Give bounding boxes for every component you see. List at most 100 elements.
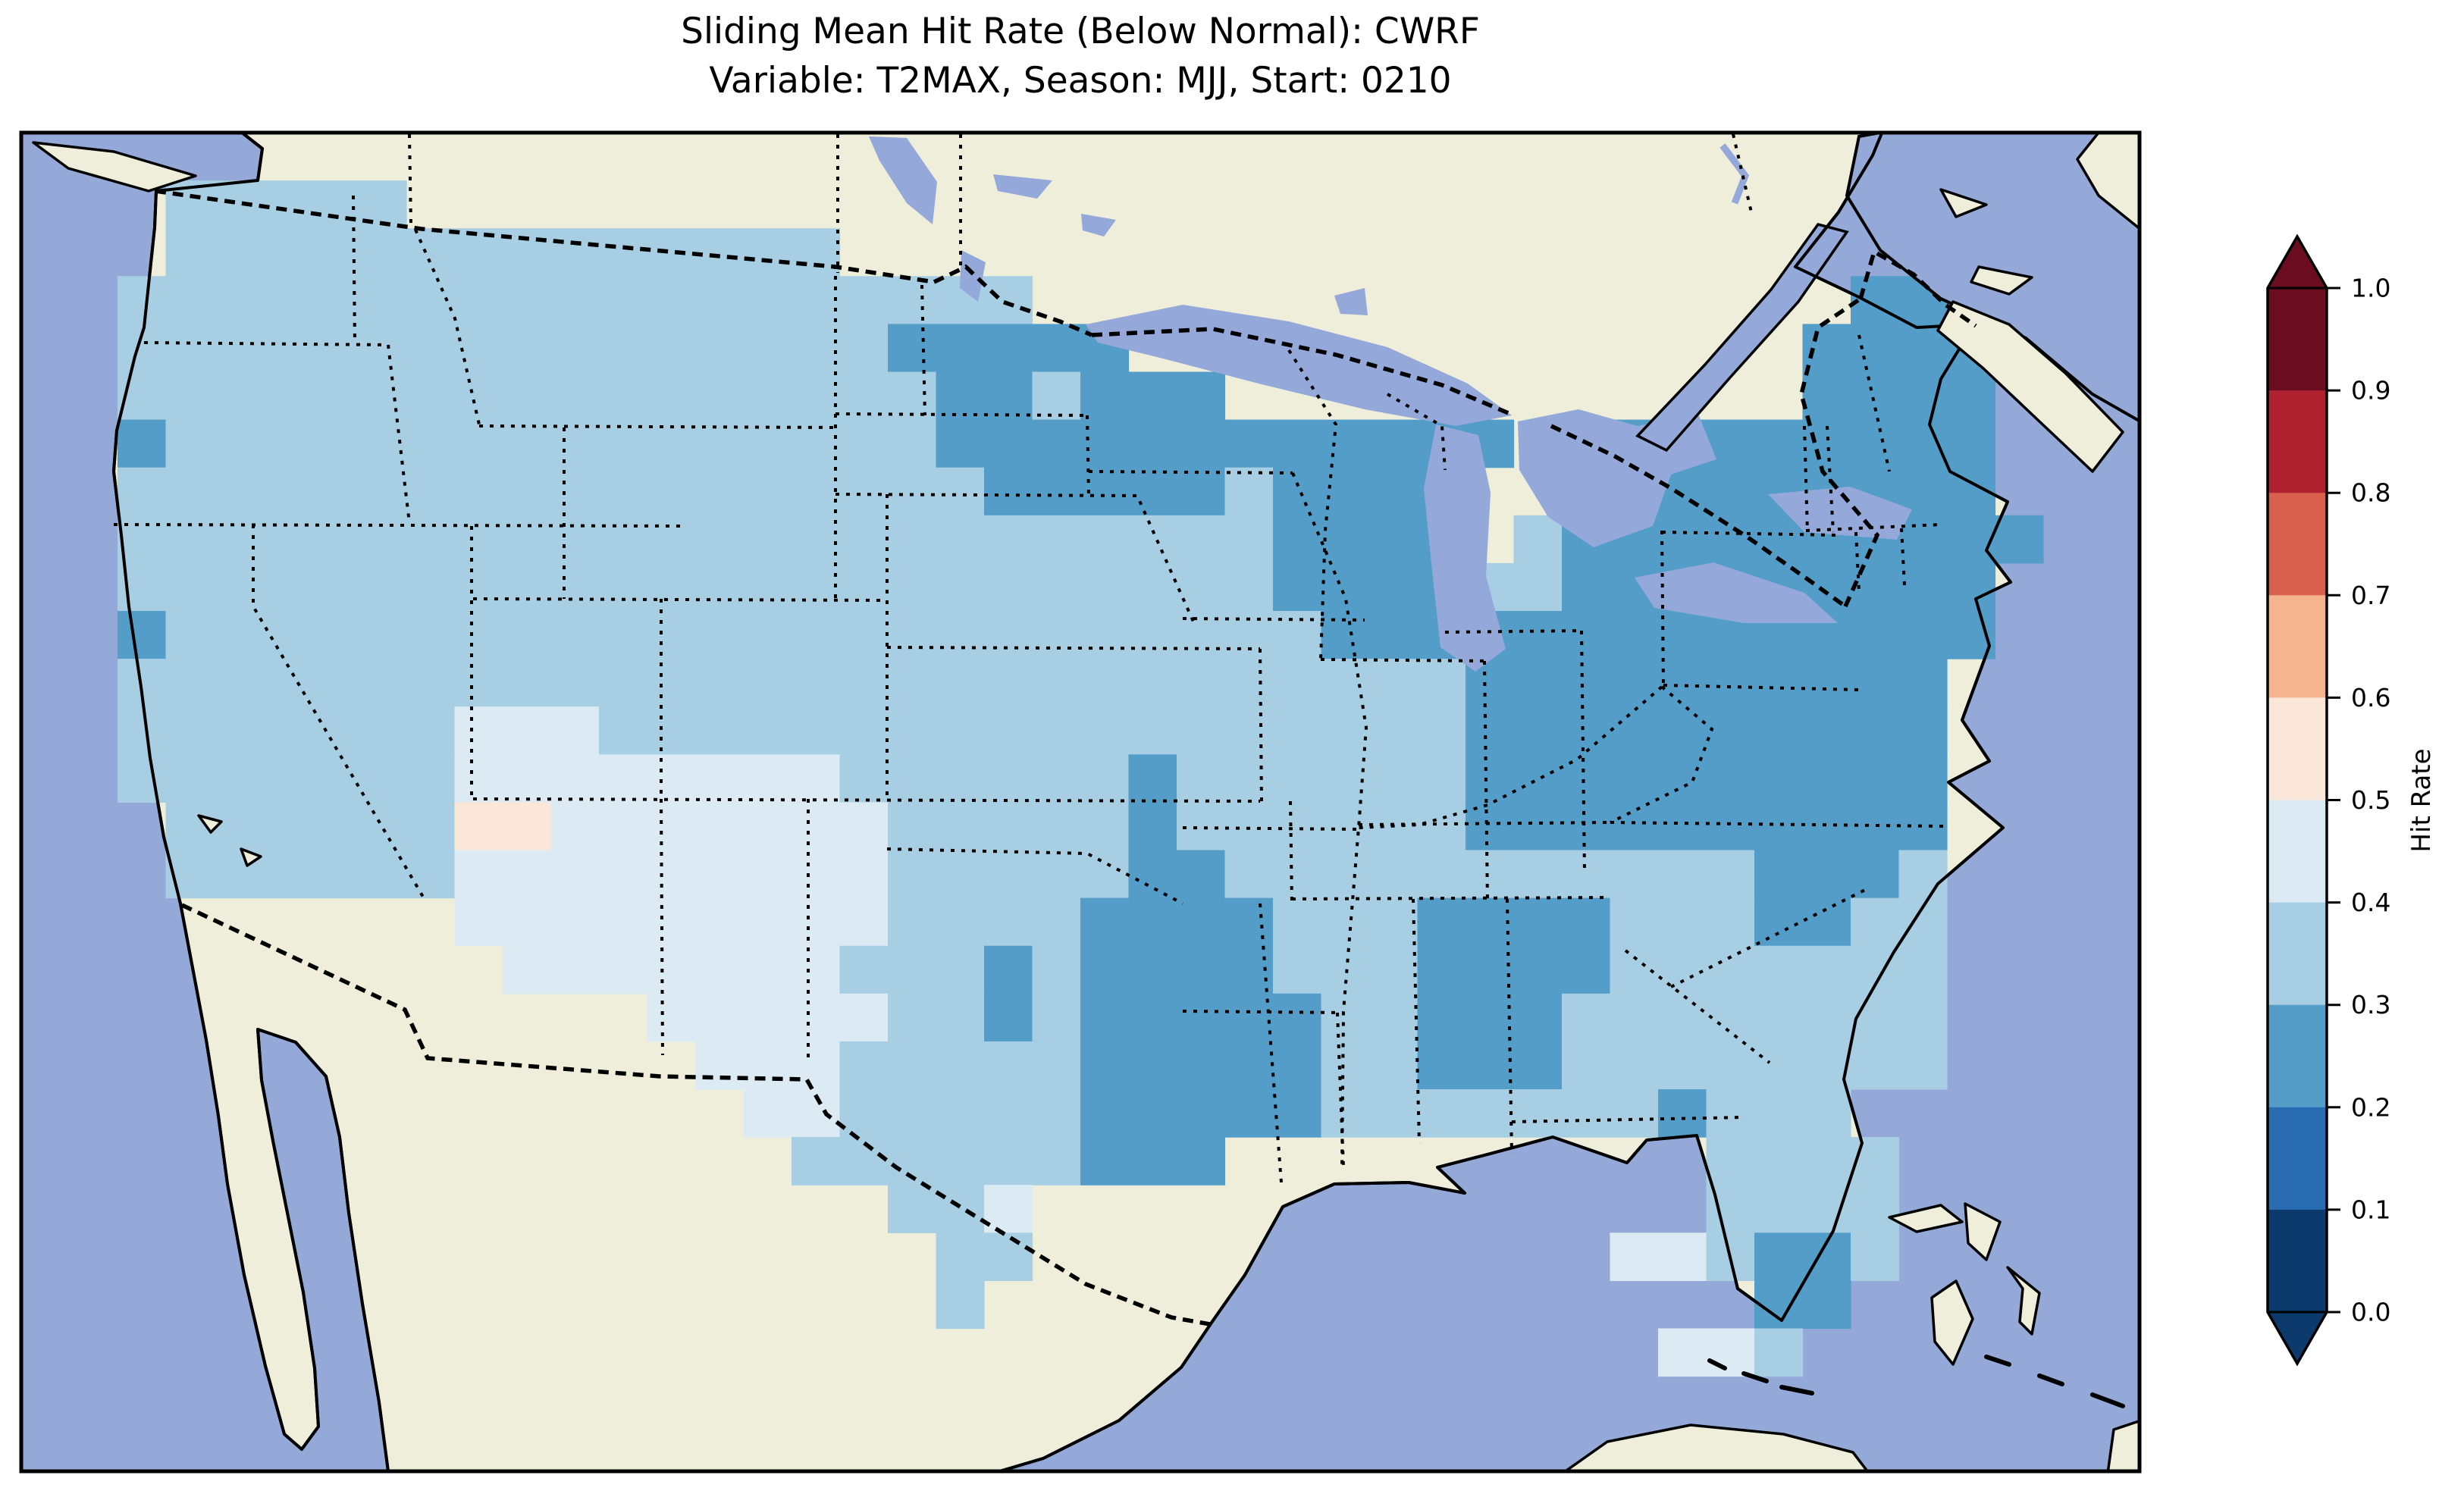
grid-cell bbox=[165, 419, 937, 468]
grid-cell bbox=[647, 993, 889, 1042]
colorbar-segment bbox=[2268, 493, 2327, 596]
us-canada-border bbox=[1799, 296, 1880, 608]
colorbar-segment bbox=[2268, 390, 2327, 493]
grid-cell bbox=[1273, 897, 1419, 947]
bahama-cays bbox=[1984, 1355, 2011, 1367]
grid-cell bbox=[1032, 371, 1081, 421]
grid-cell bbox=[454, 850, 889, 899]
colorbar-segment bbox=[2268, 288, 2327, 391]
quebec-river bbox=[1719, 143, 1750, 205]
country-borders bbox=[155, 189, 1977, 1327]
grid-cell bbox=[1898, 850, 1948, 899]
grid-cell bbox=[1321, 1089, 1659, 1138]
bahama-cays bbox=[2037, 1373, 2064, 1386]
st-lawrence-river bbox=[1635, 223, 1849, 453]
colorbar-segment bbox=[2268, 595, 2327, 698]
colorbar-tick-label: 0.1 bbox=[2351, 1195, 2390, 1224]
grid-cell bbox=[1417, 1041, 1563, 1090]
colorbar-tick-label: 0.7 bbox=[2351, 581, 2390, 610]
colorbar-segment bbox=[2268, 1209, 2327, 1313]
grand-bahama bbox=[1888, 1204, 1964, 1233]
grid-cell bbox=[1177, 802, 1466, 851]
grid-cell bbox=[165, 850, 456, 899]
grid-cell bbox=[454, 897, 889, 947]
grid-cell bbox=[984, 993, 1033, 1042]
colorbar-axis-label: Hit Rate bbox=[2406, 748, 2437, 852]
grid-cell bbox=[1417, 897, 1611, 947]
andros-island bbox=[1930, 1279, 1974, 1366]
colorbar: 1.0 0.9 0.8 0.7 0.6 0.5 0.4 0.3 0.2 0.1 0.0 bbox=[2266, 233, 2390, 1367]
us-canada-border bbox=[1091, 327, 1512, 416]
lake-erie bbox=[1635, 562, 1838, 623]
grid-cell bbox=[839, 1041, 1081, 1090]
grid-cell bbox=[1610, 1232, 1707, 1281]
us-canada-border bbox=[1550, 424, 1847, 609]
florida-keys bbox=[1707, 1358, 1727, 1370]
grid-cell bbox=[550, 802, 889, 851]
grid-cell bbox=[454, 802, 552, 851]
lake-winnipeg bbox=[869, 136, 937, 224]
grid-cell bbox=[118, 324, 889, 373]
abaco-island bbox=[1964, 1202, 2002, 1261]
colorbar-tick-label: 0.2 bbox=[2351, 1092, 2390, 1122]
colorbar-tick-label: 0.6 bbox=[2351, 683, 2390, 713]
grid-cell bbox=[936, 371, 1033, 421]
grid-cell bbox=[1032, 993, 1081, 1042]
grid-cell bbox=[1610, 945, 1948, 994]
grid-cell bbox=[984, 1185, 1033, 1233]
colorbar-segment bbox=[2268, 800, 2327, 904]
nova-scotia bbox=[1936, 300, 2124, 473]
grid-cell bbox=[1080, 1041, 1322, 1090]
colorbar-tick-label: 1.0 bbox=[2351, 274, 2390, 303]
map-area bbox=[21, 133, 2140, 1471]
grid-cell bbox=[1466, 659, 1948, 707]
grid-cell bbox=[1080, 371, 1226, 421]
island-dashes bbox=[1707, 1355, 2125, 1408]
grid-cell bbox=[1802, 371, 1996, 421]
cuba bbox=[1563, 1424, 1870, 1471]
grid-cell bbox=[1080, 1137, 1226, 1185]
grid-cell bbox=[1562, 1041, 1948, 1090]
grid-cell bbox=[1706, 1089, 1851, 1138]
lake-superior bbox=[1086, 305, 1512, 426]
eleuthera-island bbox=[2006, 1266, 2041, 1336]
figure-title: Sliding Mean Hit Rate (Below Normal): CW… bbox=[681, 11, 1480, 52]
grid-cell bbox=[888, 850, 1130, 899]
anticosti-island bbox=[1939, 188, 1988, 218]
grid-cell bbox=[839, 945, 985, 994]
colorbar-segment bbox=[2268, 902, 2327, 1006]
grid-cell bbox=[1851, 1232, 1900, 1281]
grid-cell bbox=[454, 754, 841, 803]
grid-cell bbox=[118, 467, 985, 516]
grid-cell bbox=[454, 706, 600, 755]
map-frame bbox=[19, 130, 2142, 1474]
grid-cell bbox=[1754, 1232, 1851, 1281]
grid-cell bbox=[118, 562, 1274, 612]
grid-cell bbox=[1851, 897, 1948, 947]
grid-cell bbox=[984, 945, 1033, 994]
grid-cell bbox=[599, 706, 1466, 755]
grid-cell bbox=[1177, 754, 1466, 803]
florida-keys bbox=[1741, 1371, 1769, 1383]
grid-cell bbox=[792, 1137, 1081, 1185]
grid-cell bbox=[118, 419, 167, 468]
grid-cell bbox=[118, 276, 1033, 324]
grid-cell bbox=[118, 371, 937, 421]
us-canada-border bbox=[1858, 248, 1977, 328]
grid-cell bbox=[1658, 1328, 1755, 1377]
grid-cell bbox=[1128, 850, 1226, 899]
grid-cell bbox=[1321, 1041, 1419, 1090]
grid-cell bbox=[839, 754, 1130, 803]
grid-cell bbox=[936, 1232, 1033, 1281]
lake-ontario bbox=[1768, 487, 1912, 540]
vancouver-island bbox=[32, 141, 197, 193]
colorbar-over-arrow bbox=[2268, 236, 2327, 288]
canadian-lake bbox=[1081, 214, 1116, 236]
grid-cell bbox=[984, 467, 1226, 516]
grid-cell bbox=[1466, 706, 1948, 755]
grid-cell bbox=[1417, 945, 1611, 994]
colorbar-segment bbox=[2268, 1004, 2327, 1108]
grid-cell bbox=[118, 706, 456, 755]
